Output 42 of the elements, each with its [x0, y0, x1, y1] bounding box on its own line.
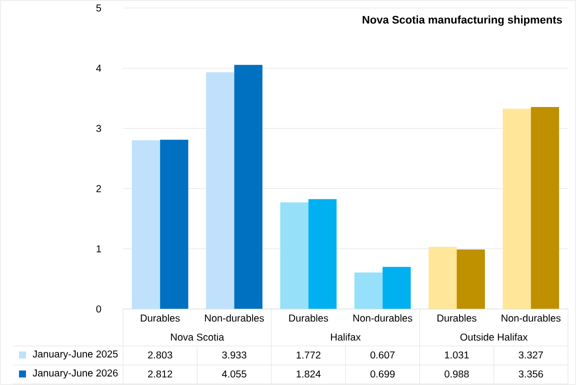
y-tick-label: 5	[96, 4, 102, 12]
data-label: 2.803	[148, 351, 172, 359]
bar	[234, 64, 262, 309]
bar	[132, 140, 160, 309]
text: Nova Scotia	[171, 333, 224, 341]
bar	[206, 72, 234, 309]
x-tick-label: Non-durables	[353, 314, 412, 322]
data-label: 2.812	[148, 370, 172, 378]
data-label: 4.055	[222, 370, 246, 378]
x-tick-label: Non-durables	[502, 314, 561, 322]
bar	[308, 199, 337, 309]
data-label: 0.607	[370, 351, 395, 359]
bar	[502, 108, 531, 309]
x-tick-label: Non-durables	[205, 314, 264, 322]
data-label: 1.824	[296, 370, 321, 378]
legend-label: January-June 2026	[32, 369, 118, 379]
bar	[160, 140, 188, 309]
text: Nova Scotia manufacturing shipments	[362, 16, 562, 26]
x-tick-label: Durables	[438, 314, 476, 322]
bar	[428, 246, 457, 309]
y-tick-label: 0	[96, 305, 102, 313]
data-label: 3.327	[518, 351, 543, 359]
bar	[530, 106, 560, 309]
text: Outside Halifax	[460, 333, 528, 341]
data-label: 0.988	[444, 370, 469, 378]
data-label: 3.356	[518, 370, 543, 378]
legend-label: January-June 2025	[32, 350, 118, 360]
x-tick-label: Durables	[289, 314, 328, 322]
data-label: 3.933	[222, 351, 246, 359]
bar	[456, 250, 485, 309]
bar	[382, 266, 411, 309]
y-tick-label: 1	[96, 245, 101, 252]
data-label: 1.031	[444, 351, 469, 359]
y-tick-label: 3	[96, 124, 102, 132]
bar	[280, 202, 308, 309]
text: Halifax	[331, 333, 361, 341]
data-label: 0.699	[370, 370, 395, 378]
bar	[354, 272, 383, 309]
y-tick-label: 4	[96, 64, 102, 72]
x-tick-label: Durables	[140, 314, 180, 322]
y-tick-label: 2	[96, 185, 101, 192]
data-label: 1.772	[296, 352, 320, 358]
